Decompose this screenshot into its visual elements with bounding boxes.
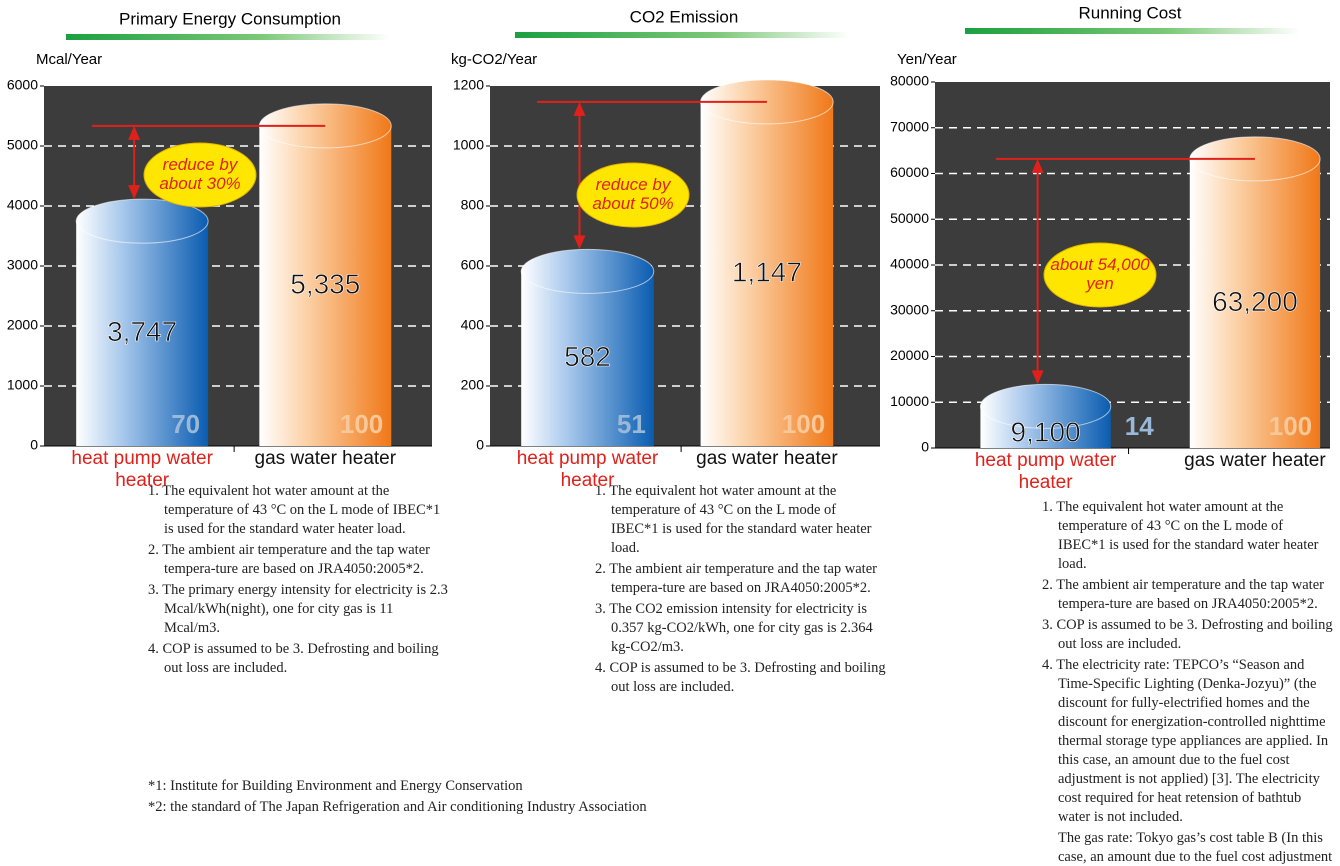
y-tick-label: 600: [461, 257, 485, 273]
index-label: 100: [1269, 411, 1312, 441]
y-tick-label: 400: [461, 317, 485, 333]
chart-title: CO2 Emission: [630, 7, 739, 26]
y-tick-label: 800: [461, 197, 485, 213]
y-tick-label: 2000: [7, 317, 38, 333]
x-tick-label: heat pump water heater: [974, 450, 1117, 493]
x-tick-label: gas water heater: [696, 448, 838, 469]
note: 2. The ambient air temperature and the t…: [148, 542, 430, 577]
note: 4. The electricity rate: TEPCO’s “Season…: [1042, 657, 1329, 825]
chart-title: Running Cost: [1078, 3, 1181, 22]
annotation-bubble: [576, 162, 690, 228]
cylinder-top: [520, 248, 655, 294]
x-tick-label: heat pump water heater: [516, 448, 659, 491]
cylinder-body: [76, 221, 209, 446]
note: 4. COP is assumed to be 3. Defrosting an…: [148, 641, 439, 676]
y-tick-label: 50000: [890, 210, 929, 226]
note: 4. COP is assumed to be 3. Defrosting an…: [595, 660, 886, 695]
arrow-head: [1031, 370, 1044, 385]
y-tick-label: 70000: [890, 118, 929, 134]
cylinder-top: [979, 383, 1112, 429]
annotation: reduce by about 50%: [592, 175, 674, 213]
y-tick-label: 60000: [890, 164, 929, 180]
arrow-head: [128, 125, 141, 140]
y-tick-label: 10000: [890, 393, 929, 409]
notes: 1. The equivalent hot water amount at th…: [595, 482, 887, 699]
title-bar: [515, 32, 850, 38]
title-bar: [965, 28, 1300, 34]
note: 3. The primary energy intensity for elec…: [148, 582, 448, 636]
index-label: 51: [617, 409, 646, 439]
y-tick-label: 20000: [890, 347, 929, 363]
y-tick-label: 4000: [7, 197, 38, 213]
value-label: 1,147: [732, 256, 802, 287]
value-label: 3,747: [107, 316, 177, 347]
annotation-bubble: [143, 142, 257, 208]
y-tick-label: 0: [921, 439, 929, 455]
x-tick-label: gas water heater: [1184, 450, 1326, 471]
y-tick-label: 3000: [7, 257, 38, 273]
y-tick-label: 1000: [7, 377, 38, 393]
cylinder-body: [259, 125, 392, 447]
index-label: 14: [1125, 411, 1154, 441]
y-tick-label: 1000: [453, 137, 484, 153]
y-tick-label: 80000: [890, 73, 929, 89]
arrow-head: [573, 101, 586, 116]
note: The gas rate: Tokyo gas’s cost table B (…: [1058, 830, 1333, 865]
y-axis-label: kg-CO2/Year: [451, 51, 537, 68]
note: 1. The equivalent hot water amount at th…: [148, 483, 441, 537]
note: 1. The equivalent hot water amount at th…: [1042, 499, 1319, 572]
y-tick-label: 5000: [7, 137, 38, 153]
cylinder-body: [1189, 158, 1321, 449]
y-axis-label: Yen/Year: [897, 51, 957, 68]
note: 3. COP is assumed to be 3. Defrosting an…: [1042, 617, 1333, 652]
chart-title: Primary Energy Consumption: [119, 9, 341, 28]
y-tick-label: 200: [461, 377, 485, 393]
y-tick-label: 0: [30, 437, 38, 453]
y-tick-label: 40000: [890, 256, 929, 272]
y-axis-label: Mcal/Year: [36, 51, 102, 68]
cylinder-body: [700, 101, 834, 447]
y-tick-label: 6000: [7, 77, 38, 93]
note: 2. The ambient air temperature and the t…: [595, 561, 877, 596]
index-label: 100: [340, 409, 383, 439]
title-bar: [66, 34, 390, 40]
arrow-head: [573, 235, 586, 250]
y-tick-label: 30000: [890, 301, 929, 317]
cylinder-body: [521, 271, 654, 446]
footnote: *1: Institute for Building Environment a…: [148, 778, 523, 794]
note: 3. The CO2 emission intensity for electr…: [595, 601, 873, 655]
x-tick-label: gas water heater: [254, 448, 397, 469]
cylinder-top: [75, 198, 209, 244]
footnote: *2: the standard of The Japan Refrigerat…: [148, 799, 647, 815]
index-label: 100: [782, 409, 825, 439]
index-label: 70: [171, 409, 200, 439]
notes: 1. The equivalent hot water amount at th…: [148, 482, 448, 680]
value-label: 9,100: [1011, 416, 1081, 447]
annotation: about 54,000 yen: [1050, 255, 1150, 293]
annotation: reduce by about 30%: [159, 155, 241, 193]
arrow-head: [128, 185, 141, 200]
arrow-head: [1031, 158, 1044, 173]
note: 2. The ambient air temperature and the t…: [1042, 577, 1324, 612]
value-label: 5,335: [290, 268, 360, 299]
y-tick-label: 1200: [453, 77, 484, 93]
annotation-bubble: [1043, 242, 1157, 308]
y-tick-label: 0: [476, 437, 484, 453]
value-label: 63,200: [1212, 286, 1298, 317]
notes: 1. The equivalent hot water amount at th…: [1042, 498, 1334, 866]
x-tick-label: heat pump water heater: [71, 448, 213, 491]
note: 1. The equivalent hot water amount at th…: [595, 483, 872, 556]
value-label: 582: [564, 341, 611, 372]
